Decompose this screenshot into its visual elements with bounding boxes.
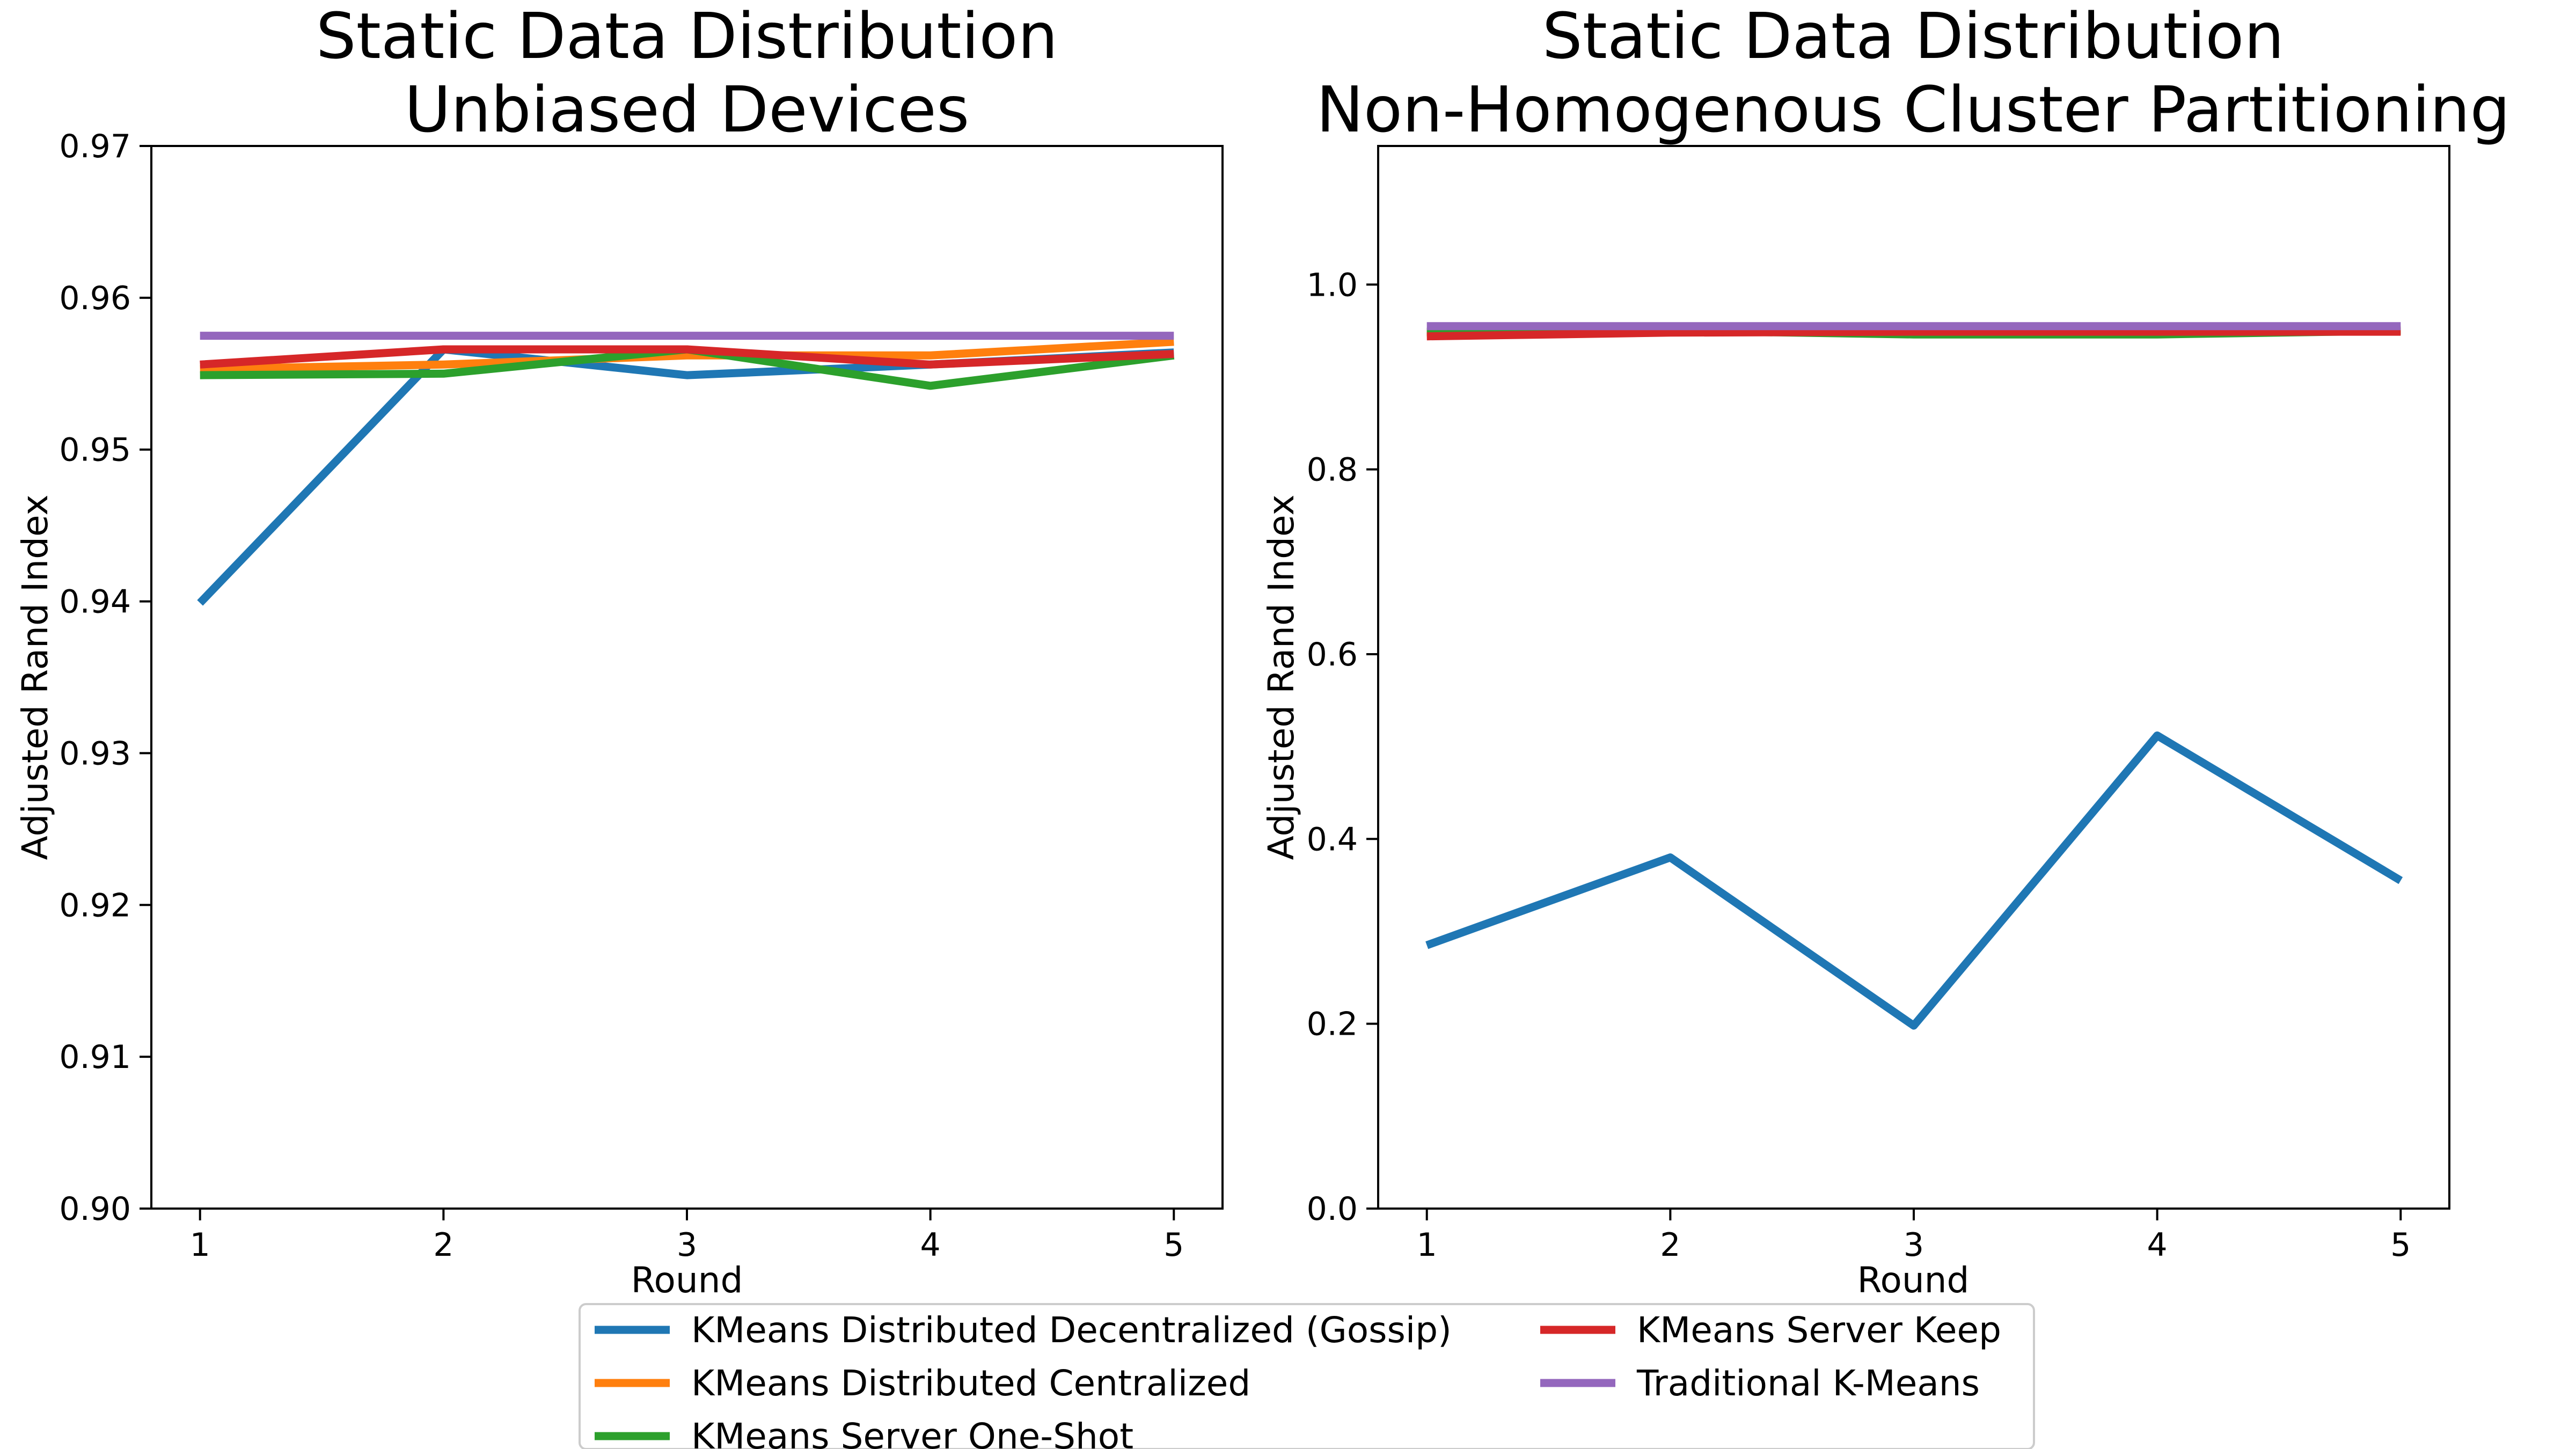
left-chart-x-tick-label: 4 <box>920 1226 941 1264</box>
left-chart-y-tick-label: 0.94 <box>59 583 131 621</box>
left-chart-title-line-1: Static Data Distribution <box>316 0 1058 73</box>
right-chart-y-ticks: 0.0 0.2 0.4 0.6 0.8 1.0 <box>1307 266 1378 1228</box>
left-chart-x-tick-label: 3 <box>677 1226 697 1264</box>
right-chart-y-tick-label: 0.2 <box>1307 1006 1358 1043</box>
right-chart-x-tick-label: 1 <box>1417 1226 1437 1264</box>
right-chart-x-tick-label: 2 <box>1660 1226 1680 1264</box>
right-chart-title-line-1: Static Data Distribution <box>1542 0 2285 73</box>
left-chart-y-tick-label: 0.96 <box>59 280 131 317</box>
right-chart-y-tick-label: 0.0 <box>1307 1190 1358 1228</box>
left-chart-y-ticks: 0.90 0.91 0.92 0.93 0.94 0.95 0.96 0.97 <box>59 128 151 1228</box>
left-chart-panel: Static Data Distribution Unbiased Device… <box>14 0 1224 1301</box>
left-chart-y-tick-label: 0.93 <box>59 735 131 772</box>
legend-label-5: Traditional K-Means <box>1636 1363 1980 1404</box>
right-chart-panel: Static Data Distribution Non-Homogenous … <box>1261 0 2510 1301</box>
right-chart-y-tick-label: 1.0 <box>1307 266 1358 304</box>
left-chart-y-tick-label: 0.91 <box>59 1038 131 1076</box>
legend-box <box>579 1303 2035 1449</box>
right-chart-x-tick-label: 3 <box>1904 1226 1924 1264</box>
legend-label-1: KMeans Distributed Decentralized (Gossip… <box>691 1309 1452 1351</box>
left-chart-series-line-4 <box>200 345 1174 369</box>
right-chart-series-layer <box>1425 322 2403 1030</box>
left-chart-y-tick-label: 0.92 <box>59 887 131 924</box>
left-chart-x-axis-label: Round <box>631 1260 743 1301</box>
right-chart-y-axis-label: Adjusted Rand Index <box>1261 494 1302 860</box>
left-chart-y-tick-label: 0.95 <box>59 431 131 469</box>
left-chart-x-tick-label: 2 <box>433 1226 453 1264</box>
right-chart-y-tick-label: 0.6 <box>1307 636 1358 674</box>
chart-legend: KMeans Distributed Decentralized (Gossip… <box>579 1303 2035 1449</box>
right-chart-title-line-2: Non-Homogenous Cluster Partitioning <box>1316 72 2511 147</box>
left-chart-series-line-2 <box>200 338 1174 374</box>
legend-label-2: KMeans Distributed Centralized <box>691 1363 1250 1404</box>
right-chart-x-tick-label: 4 <box>2147 1226 2168 1264</box>
legend-label-3: KMeans Server One-Shot <box>691 1416 1133 1449</box>
left-chart-y-axis-label: Adjusted Rand Index <box>14 494 56 860</box>
right-chart-series-line-4 <box>1426 327 2401 341</box>
left-chart-x-tick-label: 5 <box>1163 1226 1184 1264</box>
left-chart-title-line-2: Unbiased Devices <box>405 72 970 147</box>
legend-label-4: KMeans Server Keep <box>1637 1309 2001 1351</box>
right-chart-x-ticks: 1 2 3 4 5 <box>1417 1209 2411 1264</box>
right-chart-y-tick-label: 0.8 <box>1307 451 1358 489</box>
right-chart-series-line-1 <box>1425 731 2403 1030</box>
left-chart-y-tick-label: 0.90 <box>59 1190 131 1228</box>
right-chart-y-tick-label: 0.4 <box>1307 821 1358 858</box>
right-chart-x-axis-label: Round <box>1857 1260 1970 1301</box>
left-chart-series-layer <box>197 332 1175 606</box>
left-chart-y-tick-label: 0.97 <box>59 128 131 165</box>
right-chart-x-tick-label: 5 <box>2390 1226 2411 1264</box>
left-chart-x-ticks: 1 2 3 4 5 <box>190 1209 1184 1264</box>
left-chart-x-tick-label: 1 <box>190 1226 210 1264</box>
